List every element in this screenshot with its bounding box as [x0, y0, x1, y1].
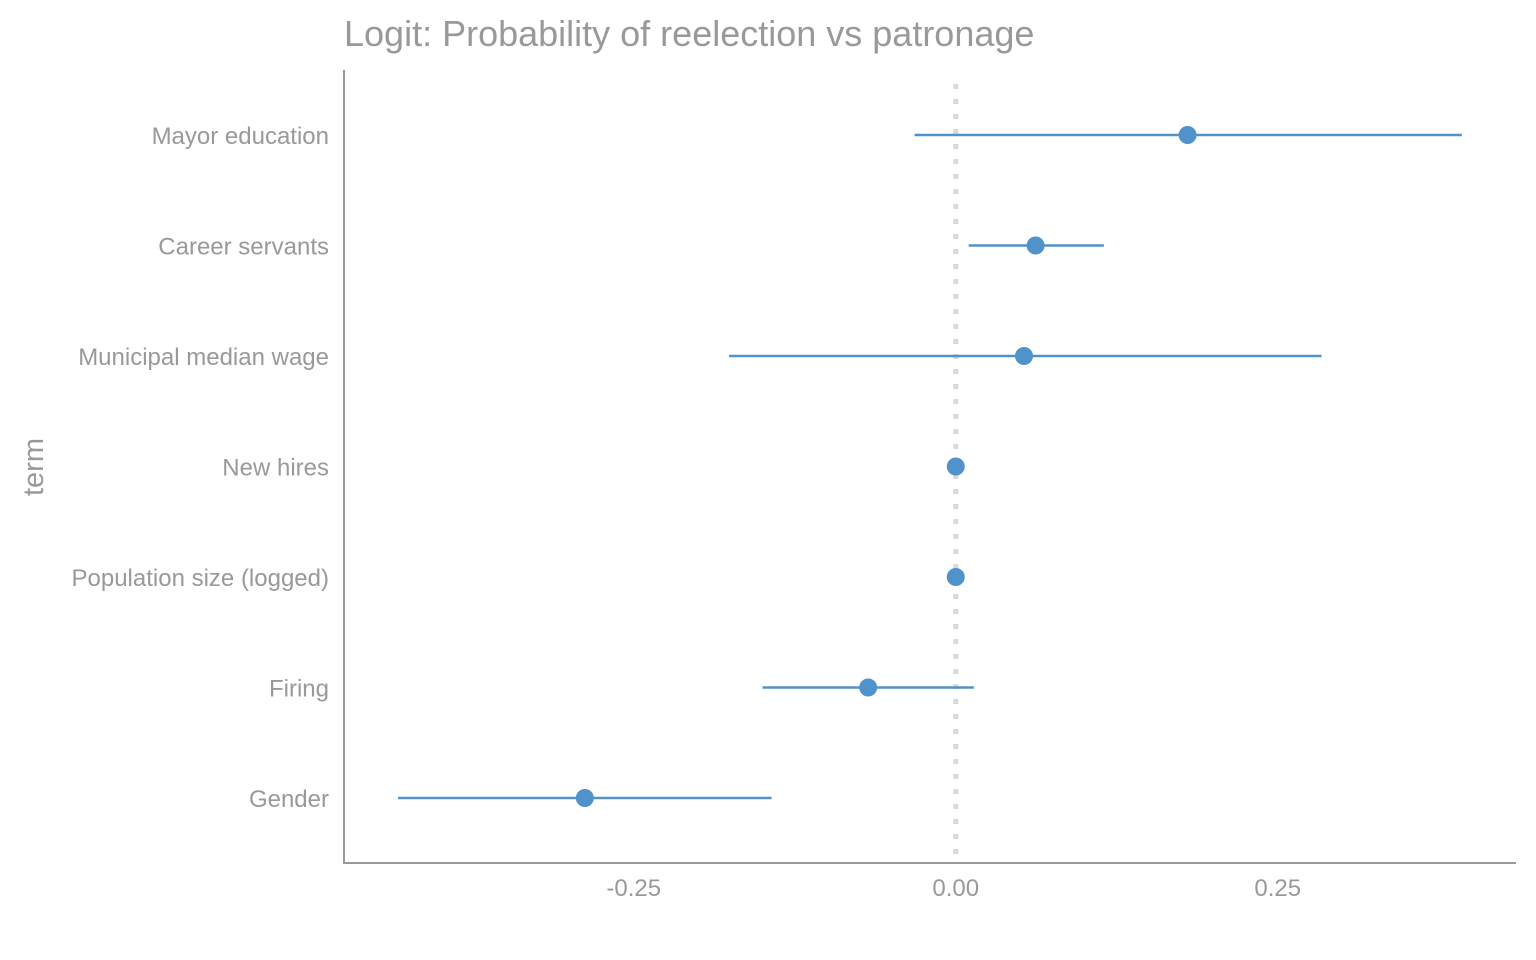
- point-estimate: [1026, 236, 1045, 255]
- y-axis-title: term: [18, 438, 50, 496]
- x-tick-label: 0.25: [1254, 875, 1301, 902]
- y-tick-label: Career servants: [158, 234, 329, 261]
- marks-layer: [398, 126, 1462, 807]
- y-tick-label: Population size (logged): [72, 565, 330, 592]
- y-tick-label: Firing: [269, 676, 329, 703]
- y-tick-label: New hires: [222, 455, 329, 482]
- x-tick-label: 0.00: [932, 875, 979, 902]
- y-tick-label: Gender: [249, 786, 329, 813]
- y-tick-label: Mayor education: [152, 123, 329, 150]
- axes-layer: [343, 70, 1516, 864]
- point-estimate: [946, 457, 965, 476]
- chart-title: Logit: Probability of reelection vs patr…: [344, 13, 1034, 54]
- point-estimate: [1178, 126, 1197, 144]
- point-estimate: [859, 678, 878, 697]
- x-tick-label: -0.25: [606, 875, 661, 902]
- point-estimate: [946, 568, 965, 586]
- point-estimate: [1015, 347, 1034, 365]
- y-tick-label: Municipal median wage: [78, 344, 329, 371]
- tick-labels-layer: -0.25 0.00 0.25 Mayor education Career serva…: [72, 123, 1302, 902]
- point-estimate: [575, 789, 594, 807]
